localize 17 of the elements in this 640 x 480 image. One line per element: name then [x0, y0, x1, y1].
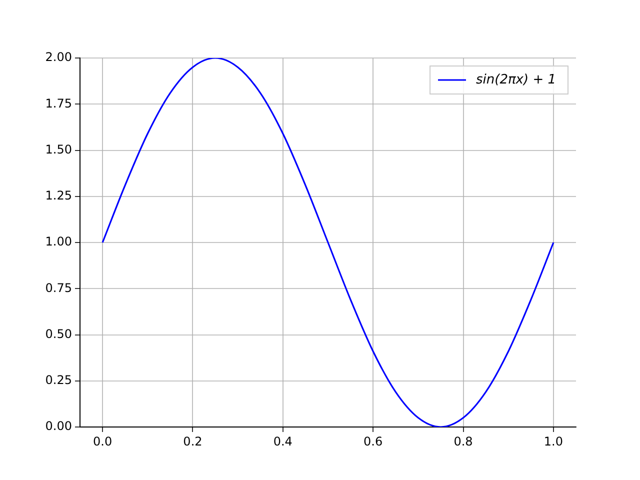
- line-series: [102, 58, 554, 427]
- x-tick-label: 0.2: [183, 434, 202, 448]
- x-tick-label: 0.4: [273, 434, 292, 448]
- y-tick-label: 0.50: [45, 326, 72, 341]
- x-tick-label: 0.6: [364, 434, 383, 448]
- y-tick-label: 1.50: [45, 142, 72, 156]
- x-tick-label: 0.8: [454, 434, 473, 448]
- y-tick-label: 0.25: [45, 373, 72, 387]
- x-tick-label: 1.0: [544, 434, 563, 448]
- y-tick-label: 0.75: [45, 280, 72, 295]
- y-tick-label: 0.00: [45, 419, 72, 434]
- y-tick-label: 1.00: [45, 234, 72, 249]
- y-tick-label: 1.25: [45, 188, 72, 202]
- x-tick-label: 0.0: [93, 434, 112, 448]
- y-tick-label: 2.00: [45, 50, 72, 64]
- y-tick-label: 1.75: [45, 96, 72, 110]
- legend-label: sin(2πx) + 1: [476, 72, 556, 88]
